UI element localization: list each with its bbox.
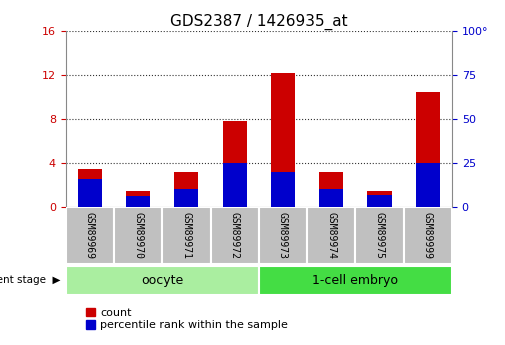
FancyBboxPatch shape [356, 207, 403, 264]
Bar [416, 163, 440, 207]
Text: GSM89973: GSM89973 [278, 212, 288, 259]
Bar [174, 172, 198, 207]
Bar [126, 196, 150, 207]
Bar [223, 121, 247, 207]
Bar [126, 190, 150, 207]
Text: oocyte: oocyte [141, 274, 183, 287]
Bar [416, 91, 440, 207]
Text: GSM89999: GSM89999 [423, 212, 433, 259]
Text: GSM89972: GSM89972 [230, 212, 240, 259]
Bar [271, 73, 295, 207]
Bar [319, 172, 343, 207]
FancyBboxPatch shape [66, 266, 259, 295]
FancyBboxPatch shape [307, 207, 356, 264]
FancyBboxPatch shape [211, 207, 259, 264]
Bar [368, 190, 391, 207]
Text: GSM89971: GSM89971 [181, 212, 191, 259]
Legend: count, percentile rank within the sample: count, percentile rank within the sample [81, 304, 292, 335]
Text: GSM89970: GSM89970 [133, 212, 143, 259]
Text: 1-cell embryo: 1-cell embryo [313, 274, 398, 287]
FancyBboxPatch shape [259, 266, 452, 295]
FancyBboxPatch shape [403, 207, 452, 264]
Text: GSM89975: GSM89975 [375, 212, 384, 259]
Text: development stage  ▶: development stage ▶ [0, 275, 61, 285]
FancyBboxPatch shape [66, 207, 114, 264]
Title: GDS2387 / 1426935_at: GDS2387 / 1426935_at [170, 13, 347, 30]
Bar [78, 179, 102, 207]
Bar [319, 189, 343, 207]
Bar [368, 195, 391, 207]
Bar [174, 189, 198, 207]
Bar [271, 172, 295, 207]
Bar [78, 168, 102, 207]
FancyBboxPatch shape [259, 207, 307, 264]
Text: GSM89974: GSM89974 [326, 212, 336, 259]
FancyBboxPatch shape [114, 207, 162, 264]
Bar [223, 163, 247, 207]
FancyBboxPatch shape [162, 207, 211, 264]
Text: GSM89969: GSM89969 [85, 212, 95, 259]
